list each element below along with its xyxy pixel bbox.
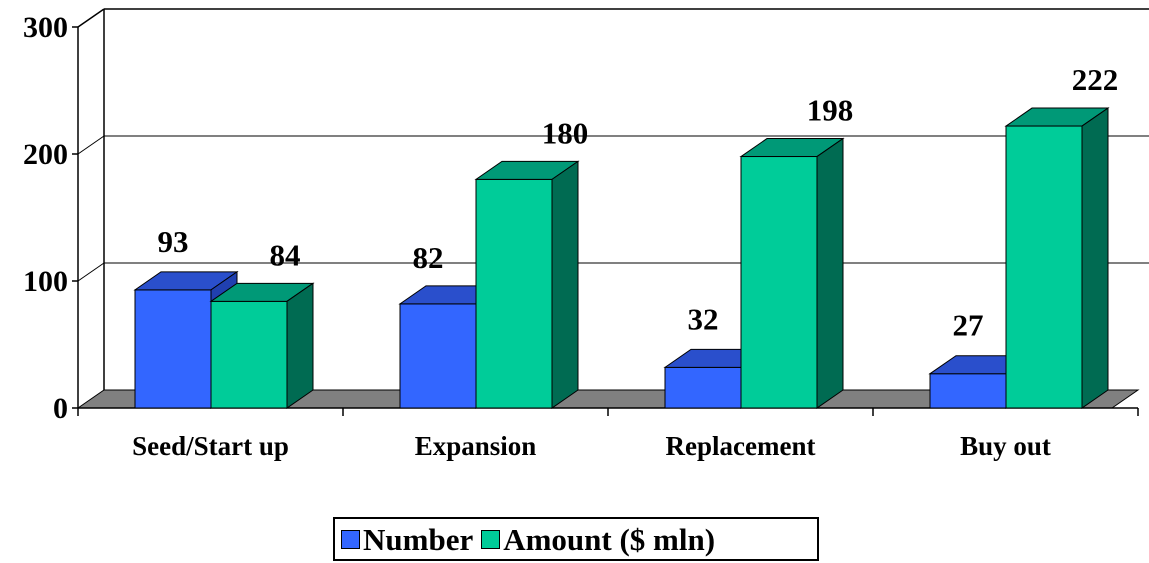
x-tick-label: Buy out — [960, 431, 1051, 461]
data-label: 27 — [953, 308, 984, 343]
x-axis: Seed/Start up Expansion Replacement Buy out — [77, 407, 1139, 461]
data-label: 180 — [542, 115, 589, 150]
bars — [133, 107, 1110, 409]
legend-swatch-number — [341, 529, 360, 549]
legend-swatch-amount — [481, 529, 501, 549]
left-wall-top-edge — [77, 8, 105, 28]
bar-front — [929, 373, 1007, 409]
x-tick-label: Expansion — [415, 431, 537, 461]
chart-walls — [76, 8, 1149, 409]
bar-side — [816, 137, 844, 409]
y-tick-label: 200 — [23, 138, 68, 171]
bar-side — [286, 282, 314, 409]
bar-front — [210, 300, 288, 409]
y-tick-label: 100 — [23, 265, 68, 298]
data-label: 93 — [158, 224, 189, 259]
bar-front — [1005, 125, 1083, 409]
legend-label-number: Number — [363, 521, 474, 557]
data-label: 198 — [807, 93, 854, 128]
data-labels: 93 84 82 180 32 198 27 222 — [158, 62, 1119, 343]
data-label: 32 — [688, 301, 719, 336]
bar-side — [1081, 107, 1109, 409]
y-tick-label: 0 — [53, 392, 68, 425]
legend-label-amount: Amount ($ mln) — [503, 521, 716, 557]
data-label: 222 — [1072, 62, 1119, 97]
bar-side — [551, 160, 579, 409]
bar-front — [399, 303, 477, 409]
x-tick-label: Seed/Start up — [132, 431, 289, 461]
side-gridline — [77, 262, 105, 282]
bar-front — [475, 178, 553, 409]
bar-front — [664, 366, 742, 409]
y-axis: 0 100 200 300 — [23, 11, 78, 425]
legend-item-number: Number — [341, 524, 473, 555]
legend: Number Amount ($ mln) — [333, 517, 819, 561]
data-label: 82 — [413, 240, 444, 275]
legend-item-amount: Amount ($ mln) — [481, 524, 715, 555]
bar-front — [134, 289, 212, 409]
data-label: 84 — [270, 237, 301, 272]
x-tick-label: Replacement — [666, 431, 816, 461]
y-tick-label: 300 — [23, 11, 68, 44]
bar-chart: 0 100 200 300 Seed/Start up Expansion Replace… — [23, 8, 1149, 461]
gridlines — [77, 135, 1149, 282]
bar-front — [740, 156, 818, 409]
side-gridline — [77, 135, 105, 155]
